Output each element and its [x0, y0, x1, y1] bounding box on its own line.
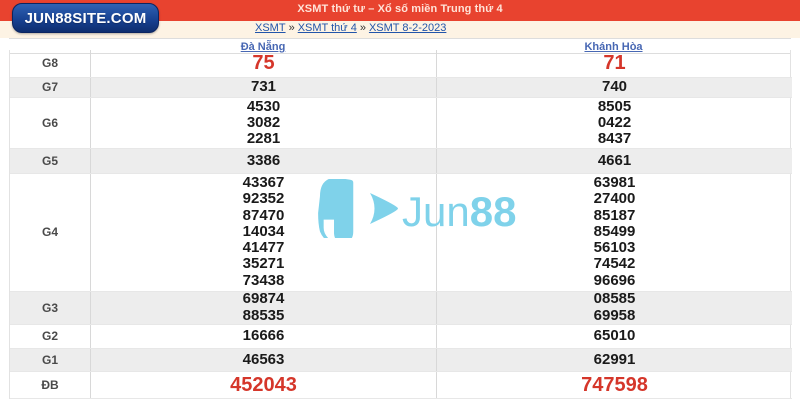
svg-text:Jun88: Jun88 [402, 188, 516, 235]
